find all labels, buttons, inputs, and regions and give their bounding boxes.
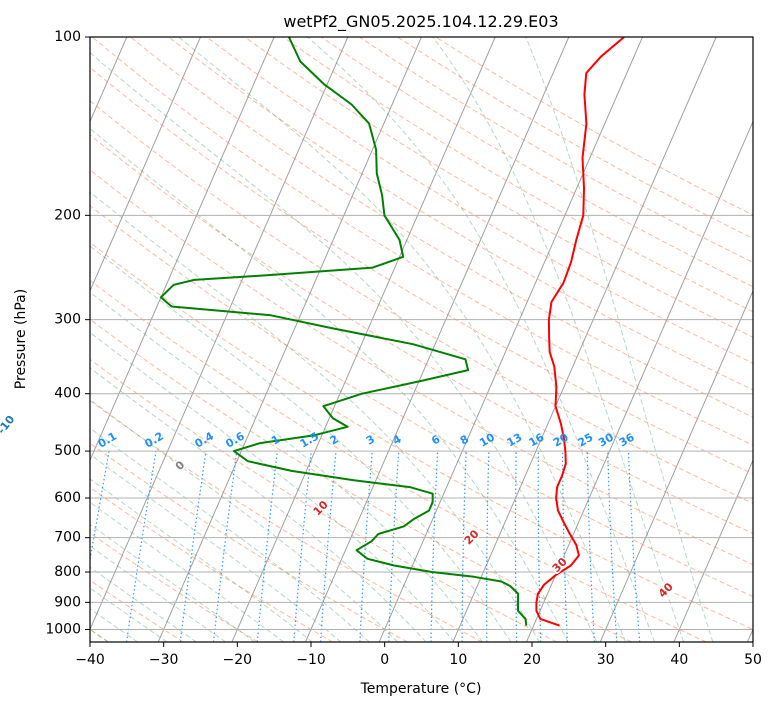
- isotherm-line: [526, 120, 753, 642]
- mixing-ratio-line: [320, 451, 337, 642]
- mixing-ratio-line: [293, 451, 312, 642]
- moist-adiabat: [307, 37, 656, 642]
- x-tick-label: 40: [670, 652, 688, 668]
- background-lines: [90, 37, 753, 642]
- y-tick-label: 200: [54, 207, 81, 223]
- x-tick-label: −10: [296, 652, 326, 668]
- y-tick-label: 700: [54, 530, 81, 546]
- moist-adiabat: [432, 37, 685, 642]
- isotherm-line: [157, 37, 422, 642]
- moist-adiabat: [90, 398, 398, 642]
- y-tick-label: 400: [54, 386, 81, 402]
- x-axis: −40 −30 −20 −10 0 10 20 30 40 50: [75, 642, 762, 668]
- moist-adiabat: [90, 566, 197, 642]
- mixing-ratio-line: [126, 451, 157, 642]
- y-axis: 100 200 300 400 500 600 700 800 900 1000: [45, 29, 90, 637]
- y-tick-label: 900: [54, 594, 81, 610]
- moist-adiabat: [90, 587, 168, 642]
- isobar-gridlines: [90, 37, 753, 630]
- moist-adiabat: [90, 127, 569, 642]
- mixing-ratio-line: [256, 451, 278, 642]
- x-tick-label: 20: [523, 652, 541, 668]
- plot-frame: [89, 36, 754, 643]
- mixing-ratio-line: [212, 451, 238, 642]
- dry-adiabat: [130, 37, 753, 418]
- dry-adiabat: [90, 486, 333, 642]
- isotherm-line: [90, 37, 201, 293]
- temperature-profile-line: [535, 37, 625, 627]
- moist-adiabat: [90, 52, 598, 642]
- x-tick-label: −40: [75, 652, 105, 668]
- y-tick-label: 1000: [45, 621, 81, 637]
- x-tick-label: 50: [744, 652, 762, 668]
- x-tick-label: 10: [449, 652, 467, 668]
- dry-adiabat: [90, 579, 184, 642]
- dry-adiabat: [90, 318, 632, 642]
- moist-adiabat: [90, 191, 540, 642]
- x-tick-label: 0: [380, 652, 389, 668]
- y-tick-label: 100: [54, 29, 81, 45]
- dry-adiabat: [90, 400, 483, 642]
- moist-adiabat: [178, 37, 627, 642]
- moist-adiabat: [90, 453, 342, 642]
- x-tick-label: −30: [149, 652, 179, 668]
- isotherm-line: [231, 37, 496, 642]
- isotherm-line: [452, 37, 717, 642]
- isotherm-line: [378, 37, 643, 642]
- isotherm-line: [90, 37, 275, 462]
- moist-adiabat: [90, 427, 370, 642]
- dry-adiabat: [168, 37, 753, 391]
- dry-adiabat: [90, 241, 753, 630]
- dry-adiabat: [90, 134, 753, 535]
- y-tick-label: 800: [54, 564, 81, 580]
- isotherm-line: [673, 458, 753, 642]
- dry-adiabat: [90, 169, 753, 566]
- moist-adiabat: [90, 545, 226, 642]
- moist-adiabat: [525, 37, 714, 642]
- y-tick-label: 300: [54, 312, 81, 328]
- dry-adiabat: [90, 100, 753, 504]
- x-tick-label: 30: [597, 652, 615, 668]
- mixing-ratio-line: [179, 451, 207, 642]
- y-tick-label: 600: [54, 490, 81, 506]
- y-tick-label: 500: [54, 443, 81, 459]
- moist-adiabat: [90, 523, 255, 642]
- isotherm-line: [599, 289, 753, 642]
- dry-adiabat: [320, 37, 753, 288]
- x-axis-label: Temperature (°C): [360, 681, 482, 697]
- y-axis-label: Pressure (hPa): [13, 289, 29, 389]
- dewpoint-profile-line: [159, 37, 528, 626]
- moist-adiabat: [90, 291, 483, 642]
- isotherm-line: [90, 37, 349, 631]
- isotherm-line: [305, 37, 570, 642]
- chart-title: wetPf2_GN05.2025.104.12.29.E03: [283, 12, 558, 32]
- sounding-profiles: [159, 37, 625, 627]
- dry-adiabat: [90, 358, 558, 642]
- dry-adiabat: [90, 442, 408, 642]
- dry-adiabat: [91, 37, 753, 446]
- moist-adiabat: [90, 245, 512, 642]
- dry-adiabat: [90, 204, 753, 598]
- x-tick-label: −20: [223, 652, 253, 668]
- moist-adiabat: [90, 367, 427, 642]
